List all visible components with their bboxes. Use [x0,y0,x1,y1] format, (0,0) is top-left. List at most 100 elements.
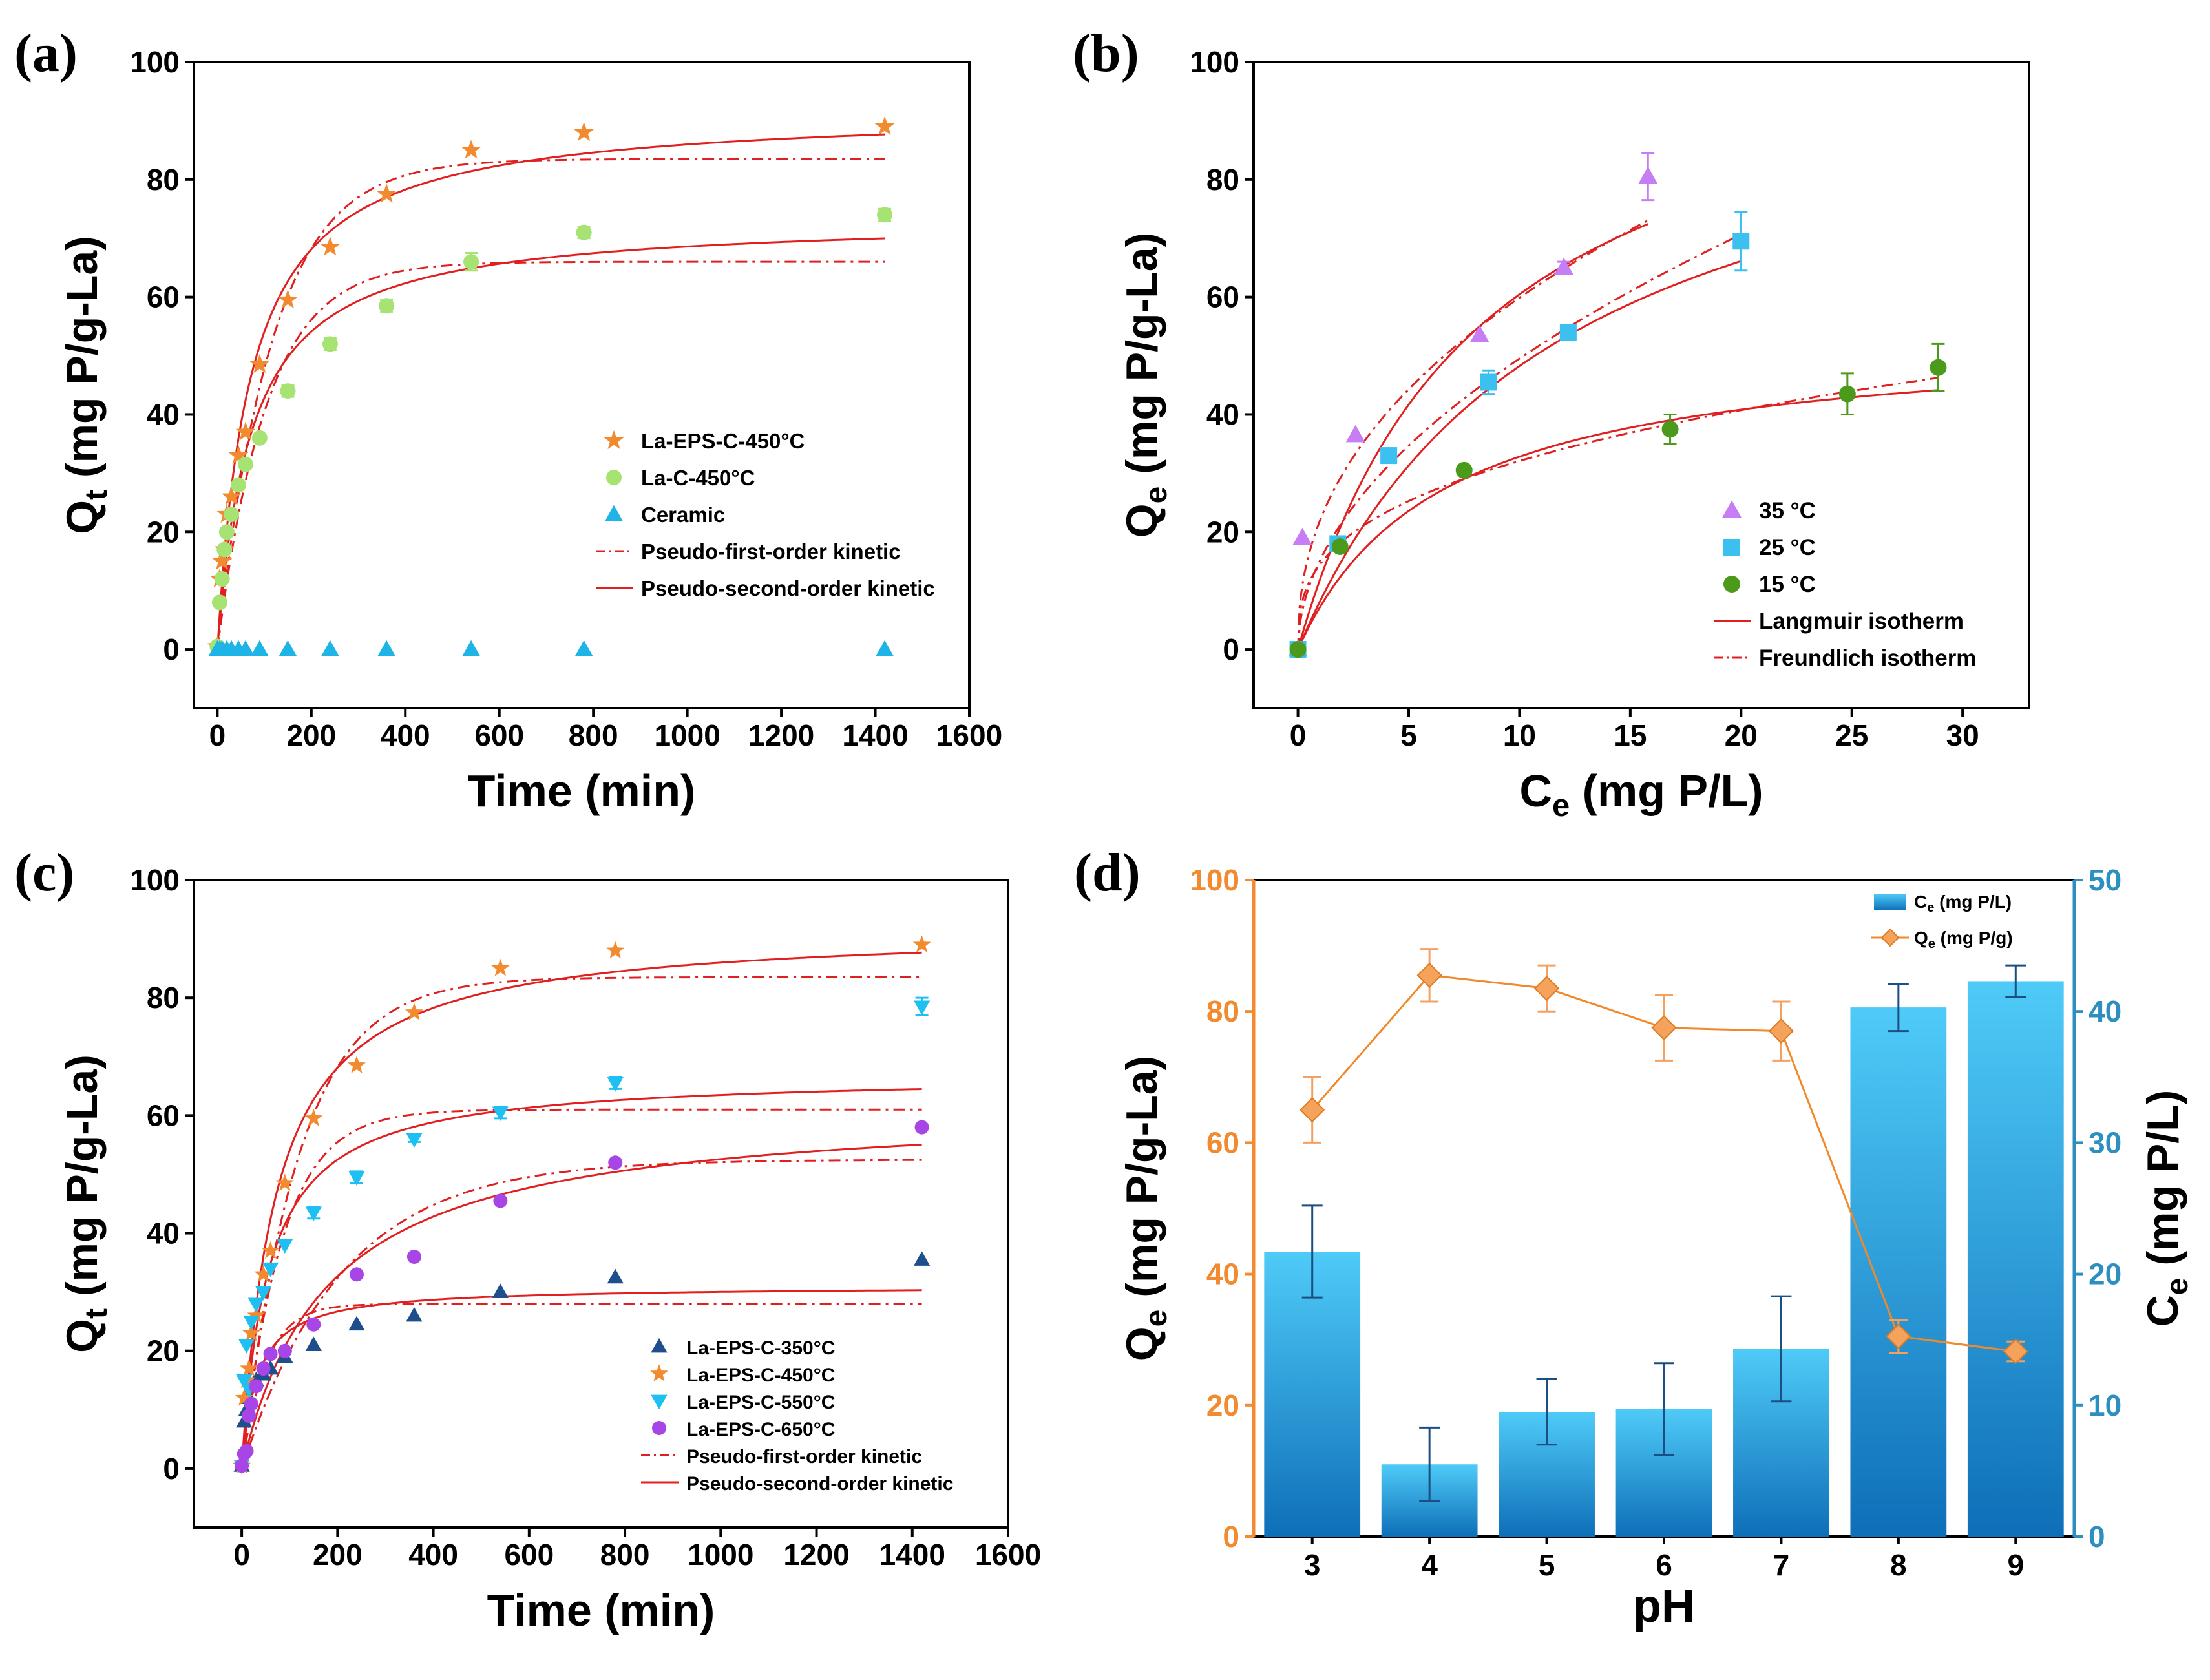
fit-curve-dashdot [240,1303,922,1469]
y-axis-title-rest: (mg P/g-La) [1117,233,1166,487]
data-point [461,140,481,159]
x-tick-label: 600 [474,719,524,752]
data-point [278,289,298,309]
x-tick-label: 400 [381,719,430,752]
legend-label: Pseudo-second-order kinetic [641,576,935,600]
legend-label-qe: Qe (mg P/g) [1914,928,2013,951]
fit-curve-dashdot [1297,377,1939,650]
legend-bar-swatch [1874,894,1906,910]
fit-curve-dashdot [240,1159,922,1469]
data-point [574,121,594,142]
fit-curve-dashdot [216,260,885,650]
data-point [237,640,255,656]
data-point [406,1307,423,1322]
data-point [1554,257,1573,275]
data-point [212,594,227,611]
legend-label-ce-main: C [1914,892,1927,912]
legend-label: La-EPS-C-450°C [686,1365,835,1386]
y-tick-label: 40 [147,1217,180,1250]
data-point [492,1283,509,1298]
legend-label: Pseudo-second-order kinetic [686,1473,953,1495]
data-point [348,1316,365,1331]
legend-label: Freundlich isotherm [1759,646,1976,671]
data-point [877,207,893,223]
data-point [1638,166,1658,184]
x-tick-label: 0 [209,719,226,752]
y-left-tick-label: 0 [1223,1520,1239,1553]
legend-label: Pseudo-first-order kinetic [641,540,901,563]
x-tick-label: 25 [1835,719,1868,752]
data-point [242,1408,257,1423]
x-tick-label: 200 [313,1538,363,1571]
legend-marker [605,505,623,521]
data-point [228,445,249,465]
data-point [249,354,270,373]
y-axis-title: Qt (mg P/g-La) [58,1055,114,1353]
panel-label: (a) [14,23,78,83]
y-tick-label: 0 [163,633,180,666]
legend-marker [651,1394,668,1410]
y-axis-title-sub: e [1139,487,1173,504]
y-tick-label: 100 [130,863,180,897]
x-tick-label: 5 [1400,719,1417,752]
data-point [235,1388,253,1406]
data-point [224,507,240,522]
y-right-tick-label: 20 [2089,1257,2121,1291]
x-tick-label: 9 [2007,1548,2024,1582]
plot-frame [193,61,971,709]
data-point [221,486,242,505]
y-tick-label: 20 [1206,515,1239,549]
data-point [255,1286,272,1301]
x-tick-label: 400 [408,1538,458,1571]
x-tick-label: 800 [569,719,618,752]
series-0 [207,116,895,655]
x-axis-title-main: C [1519,766,1552,816]
y-tick-label: 20 [147,1334,180,1368]
data-point [247,1297,265,1313]
y-tick-label: 100 [1190,45,1239,79]
legend-label-qe-sub: e [1928,937,1935,951]
data-point [239,1444,254,1458]
data-point [607,1268,624,1284]
data-point [874,116,895,136]
data-point [238,456,253,472]
series-1 [233,935,931,1474]
data-point [1732,233,1750,250]
qe-point [1300,1097,1325,1123]
fit-curve-solid [240,951,922,1469]
data-point [608,1155,623,1170]
x-tick-label: 1400 [879,1538,945,1571]
data-point [1661,421,1679,438]
data-point [321,640,339,656]
data-point [1380,447,1398,465]
legend-label: La-EPS-C-450°C [641,429,805,453]
legend: La-EPS-C-450°C La-C-450°C Ceramic Pseudo-fi… [596,429,935,600]
y-right-axis-title-sub: e [2160,1278,2194,1296]
legend-label: Ceramic [641,503,725,527]
x-tick-label: 1400 [842,719,908,752]
data-point [1345,425,1365,443]
legend-label: Pseudo-first-order kinetic [686,1446,922,1467]
x-tick-label: 1000 [654,719,720,752]
qe-point [1768,1018,1794,1044]
qe-point [1651,1014,1677,1041]
y-left-axis-title: Qe (mg P/g-La) [1117,1056,1173,1361]
legend-label: 25 °C [1759,535,1816,560]
data-point [247,1306,266,1324]
x-axis-title: Ce (mg P/L) [1519,766,1763,823]
legend-label-ce-rest: (mg P/L) [1934,892,2012,912]
data-point [305,1206,322,1221]
panel-label: (d) [1074,843,1141,903]
fit-curve-solid [240,1143,922,1469]
data-point [280,383,296,399]
y-right-axis-title-rest: (mg P/L) [2138,1090,2187,1278]
x-axis-title: pH [1633,1580,1695,1632]
data-point [261,1241,280,1259]
y-axis-title-main: Q [58,1319,107,1353]
y-axis-title-rest: (mg P/g-La) [58,1055,107,1308]
data-point [350,1267,364,1282]
data-point [256,1361,271,1376]
y-tick-label: 0 [1223,633,1239,666]
panel-label: (b) [1073,23,1139,83]
y-axis-title: Qt (mg P/g-La) [58,236,114,534]
